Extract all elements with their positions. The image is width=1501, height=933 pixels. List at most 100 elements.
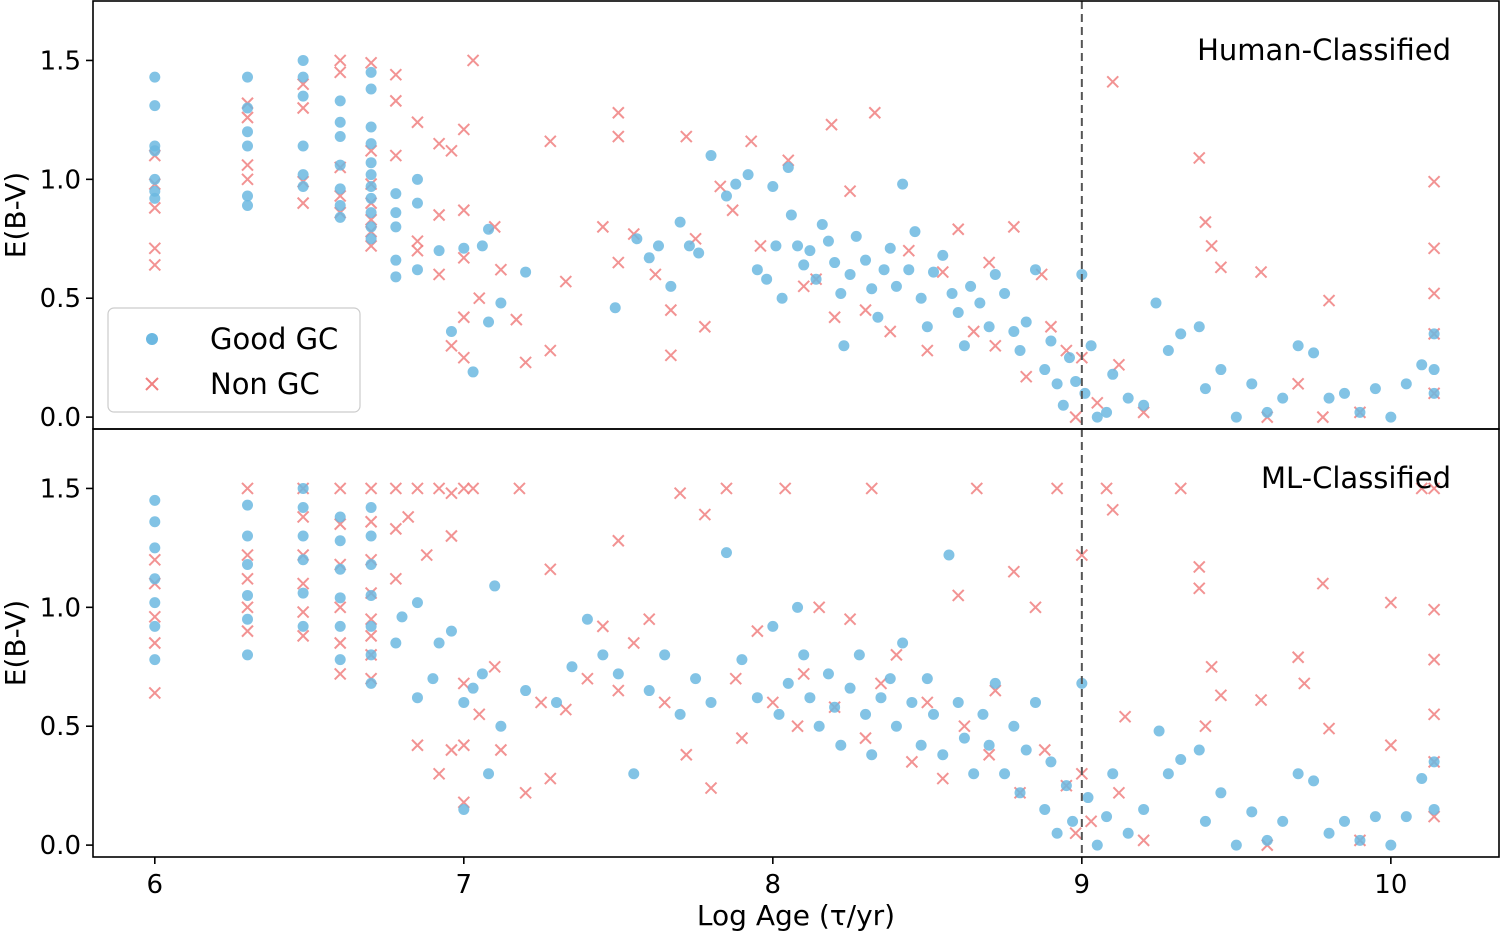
legend-box [107, 307, 361, 413]
good-gc-point [720, 190, 732, 202]
good-gc-point [334, 159, 346, 171]
ml-classified-panel: 0.0 0.5 1.0 1.5 6 7 8 9 10 Log Age (τ/yr) E(B-V) ML… [0, 428, 1500, 932]
non-gc-point [334, 667, 347, 681]
non-gc-point [1106, 503, 1119, 517]
non-gc-point [1118, 710, 1132, 723]
y-axis-label: E(B-V) [0, 600, 32, 686]
good-gc-point [890, 280, 902, 292]
good-gc-point [915, 739, 927, 751]
good-gc-point [844, 682, 856, 694]
good-gc-point [476, 668, 488, 680]
good-gc-point [897, 178, 909, 190]
non-gc-point [729, 672, 742, 685]
good-gc-point [365, 677, 377, 689]
good-gc-point [1039, 364, 1051, 376]
non-gc-point [296, 577, 310, 590]
non-gc-point [466, 482, 480, 495]
good-gc-point [1138, 399, 1150, 411]
non-gc-point [420, 548, 433, 562]
good-gc-point [928, 266, 940, 278]
non-gc-point [680, 130, 693, 143]
non-gc-point [334, 636, 347, 650]
non-gc-point [241, 601, 254, 614]
non-gc-point [544, 135, 557, 148]
non-gc-point [735, 731, 749, 745]
good-gc-point [149, 145, 161, 157]
non-gc-point [457, 351, 471, 364]
legend-good-gc-marker [146, 333, 158, 345]
good-gc-point [736, 654, 748, 666]
non-gc-point [952, 223, 965, 236]
good-gc-point [1246, 378, 1258, 390]
non-gc-point [1199, 215, 1212, 229]
non-gc-point [241, 173, 254, 186]
good-gc-point [427, 673, 439, 685]
good-gc-point [149, 654, 161, 666]
y-tick-label: 0.5 [40, 284, 81, 314]
good-gc-point [390, 221, 402, 233]
good-gc-point [396, 611, 408, 623]
non-gc-point [612, 130, 625, 143]
non-gc-point [389, 68, 403, 81]
good-gc-point [751, 692, 763, 704]
non-gc-point [241, 158, 254, 172]
non-gc-point [921, 696, 934, 709]
non-gc-point [432, 767, 446, 780]
good-gc-point [1122, 827, 1134, 839]
non-gc-point [1254, 265, 1268, 279]
non-gc-point [1415, 482, 1428, 495]
good-gc-point [149, 494, 161, 506]
good-gc-point [365, 530, 377, 542]
good-gc-point [1051, 378, 1063, 390]
y-tick-label: 0.0 [40, 831, 81, 861]
non-gc-point [364, 56, 378, 70]
good-gc-point [903, 264, 915, 276]
good-gc-point [1008, 720, 1020, 732]
good-gc-point [1085, 340, 1097, 352]
good-gc-point [937, 249, 949, 261]
legend-good-gc-label: Good GC [210, 322, 338, 356]
non-gc-point [411, 244, 424, 257]
non-gc-point [432, 137, 446, 150]
non-gc-point [457, 739, 471, 752]
good-gc-point [798, 649, 810, 661]
good-gc-point [1428, 803, 1440, 815]
good-gc-point [770, 240, 782, 252]
good-gc-point [334, 183, 346, 195]
good-gc-point [334, 199, 346, 211]
non-gc-point [1214, 261, 1228, 274]
non-gc-point [649, 268, 662, 281]
non-gc-point [473, 292, 486, 305]
good-gc-point [958, 340, 970, 352]
non-gc-point [445, 339, 458, 352]
non-gc-point [698, 320, 712, 333]
non-gc-point [982, 256, 996, 269]
non-gc-point [241, 624, 254, 638]
non-gc-point [241, 572, 254, 586]
good-gc-point [242, 499, 254, 511]
non-gc-point [1007, 220, 1021, 234]
good-gc-point [445, 326, 457, 338]
good-gc-point [792, 601, 804, 613]
non-gc-point [432, 208, 446, 222]
good-gc-point [776, 292, 788, 304]
good-gc-point [1014, 345, 1026, 357]
good-gc-point [483, 768, 495, 780]
non-gc-point [445, 529, 458, 543]
good-gc-point [1199, 815, 1211, 827]
good-gc-point [1150, 297, 1162, 309]
good-gc-point [297, 554, 309, 566]
legend: Good GC Non GC [107, 307, 361, 413]
non-gc-point [445, 144, 458, 158]
non-gc-point [445, 486, 458, 500]
non-gc-point [389, 572, 403, 586]
non-gc-point [544, 344, 557, 357]
good-gc-point [334, 131, 346, 143]
good-gc-point [683, 240, 695, 252]
non-gc-point [389, 94, 403, 108]
good-gc-point [866, 283, 878, 295]
good-gc-point [365, 559, 377, 571]
non-gc-point [766, 696, 780, 709]
good-gc-point [875, 692, 887, 704]
good-gc-point [467, 366, 479, 378]
